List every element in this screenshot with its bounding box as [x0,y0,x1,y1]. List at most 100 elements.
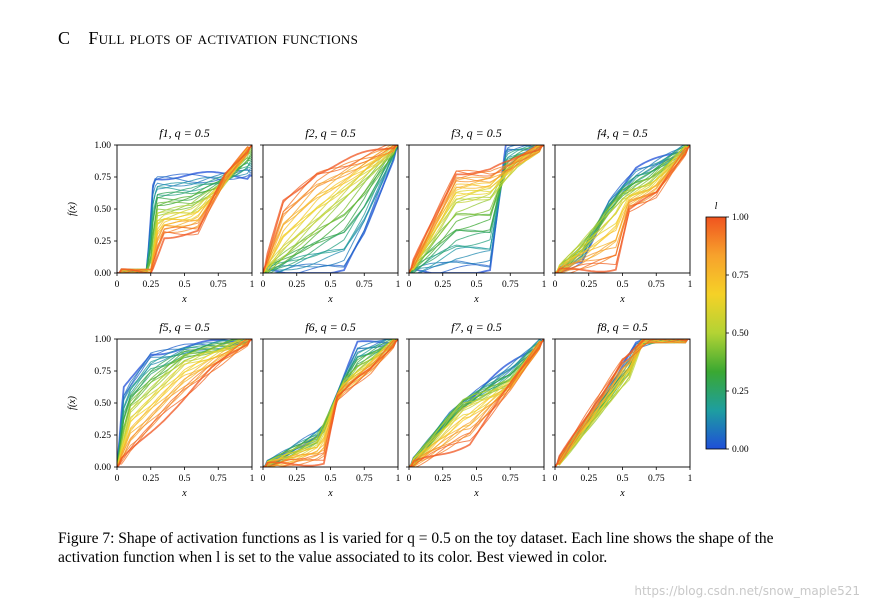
x-tick-label: 0 [553,280,558,290]
activation-curve [555,339,690,467]
x-tick-label: 0 [553,474,558,484]
activation-curve [263,339,398,467]
activation-curve [117,339,252,467]
activation-curve [117,339,252,467]
x-tick-label: 0.75 [502,474,519,484]
curve-group [263,339,398,467]
section-number: C [58,28,71,48]
activation-curve [555,339,690,467]
y-tick-label: 0.25 [94,237,111,247]
colorbar-tick-label: 1.00 [732,213,749,223]
y-tick-label: 0.75 [94,173,111,183]
subplot-f2: f2, q = 0.5 0 0.25 0.5 0.75 1 x [260,126,401,305]
activation-curve [117,339,252,467]
activation-curve [263,145,398,273]
x-tick-label: 1 [396,280,401,290]
activation-curve [117,145,252,273]
x-axis-label: x [181,294,187,305]
x-axis-label: x [619,294,625,305]
curve-group [555,145,690,273]
activation-curve [409,339,544,467]
x-tick-label: 0 [115,280,120,290]
activation-curve [555,339,690,467]
subplot-f6: f6, q = 0.5 0 0.25 0.5 0.75 1 x [260,320,401,499]
x-tick-label: 1 [250,280,255,290]
activation-curve [117,339,252,467]
y-tick-label: 0.50 [94,399,111,409]
activation-curve [117,339,252,467]
activation-curve [117,339,252,467]
x-tick-label: 0 [115,474,120,484]
activation-curve [555,339,690,467]
activation-curve [555,339,690,467]
x-tick-label: 1 [688,280,693,290]
colorbar-gradient [705,216,727,450]
colorbar-tick-label: 0.00 [732,445,749,455]
y-tick-label: 0.00 [94,463,111,473]
x-tick-label: 0.25 [142,280,159,290]
activation-curve [409,339,544,467]
subplot-title: f5, q = 0.5 [159,320,209,334]
curve-group [263,145,398,273]
x-tick-label: 0.5 [325,474,337,484]
activation-curve [117,145,252,273]
activation-curve [263,339,398,467]
figure-caption: Figure 7: Shape of activation functions … [58,530,774,566]
x-tick-label: 0.5 [471,474,483,484]
subplot-title: f4, q = 0.5 [597,126,647,140]
curve-group [117,339,252,467]
activation-curve [263,339,398,467]
curve-group [409,145,544,273]
activation-curve [555,145,690,273]
activation-curve [555,339,690,467]
activation-curve [555,339,690,467]
activation-curve [263,145,398,273]
activation-curve [409,145,544,273]
x-tick-label: 0.25 [580,280,597,290]
activation-curve [555,339,690,467]
colorbar-tick-label: 0.75 [732,271,749,281]
activation-curve [555,339,690,467]
subplot-title: f6, q = 0.5 [305,320,355,334]
x-tick-label: 0 [261,280,266,290]
activation-curve [555,339,690,467]
activation-curve [409,145,544,273]
activation-curve [409,145,544,273]
y-tick-label: 1.00 [94,141,111,151]
y-tick-label: 0.50 [94,205,111,215]
activation-curve [117,145,252,273]
x-tick-label: 0.5 [617,474,629,484]
curve-group [117,145,252,273]
activation-curve [555,339,690,467]
y-tick-label: 1.00 [94,335,111,345]
subplot-f3: f3, q = 0.5 0 0.25 0.5 0.75 1 x [406,126,547,305]
x-tick-label: 0.75 [502,280,519,290]
colorbar: l 0.00 0.25 0.50 0.75 1.00 [705,201,749,455]
section-title: Full plots of activation functions [88,28,359,48]
activation-curve [263,145,398,273]
activation-curve [555,145,690,273]
x-axis-label: x [327,488,333,499]
subplot-title: f3, q = 0.5 [451,126,501,140]
activation-curve [555,339,690,467]
activation-curve [555,339,690,467]
activation-curve [555,339,690,467]
x-axis-label: x [327,294,333,305]
section-heading: C Full plots of activation functions [58,28,558,52]
y-tick-label: 0.25 [94,431,111,441]
activation-curve [555,339,690,467]
x-axis-label: x [619,488,625,499]
x-tick-label: 0.75 [648,280,665,290]
activation-curve [555,339,690,467]
activation-functions-figure: f1, q = 0.50 0.25 0.5 0.75 1x0.000.250.500.7… [67,126,749,499]
subplot-f7: f7, q = 0.5 0 0.25 0.5 0.75 1 x [406,320,547,499]
plot-frame [554,338,691,468]
activation-curve [117,339,252,467]
curve-group [409,339,544,467]
colorbar-tick-label: 0.25 [732,387,749,397]
activation-curve [555,339,690,467]
activation-curve [117,145,252,273]
activation-curve [555,339,690,467]
x-tick-label: 0.25 [434,474,451,484]
activation-curve [555,339,690,467]
